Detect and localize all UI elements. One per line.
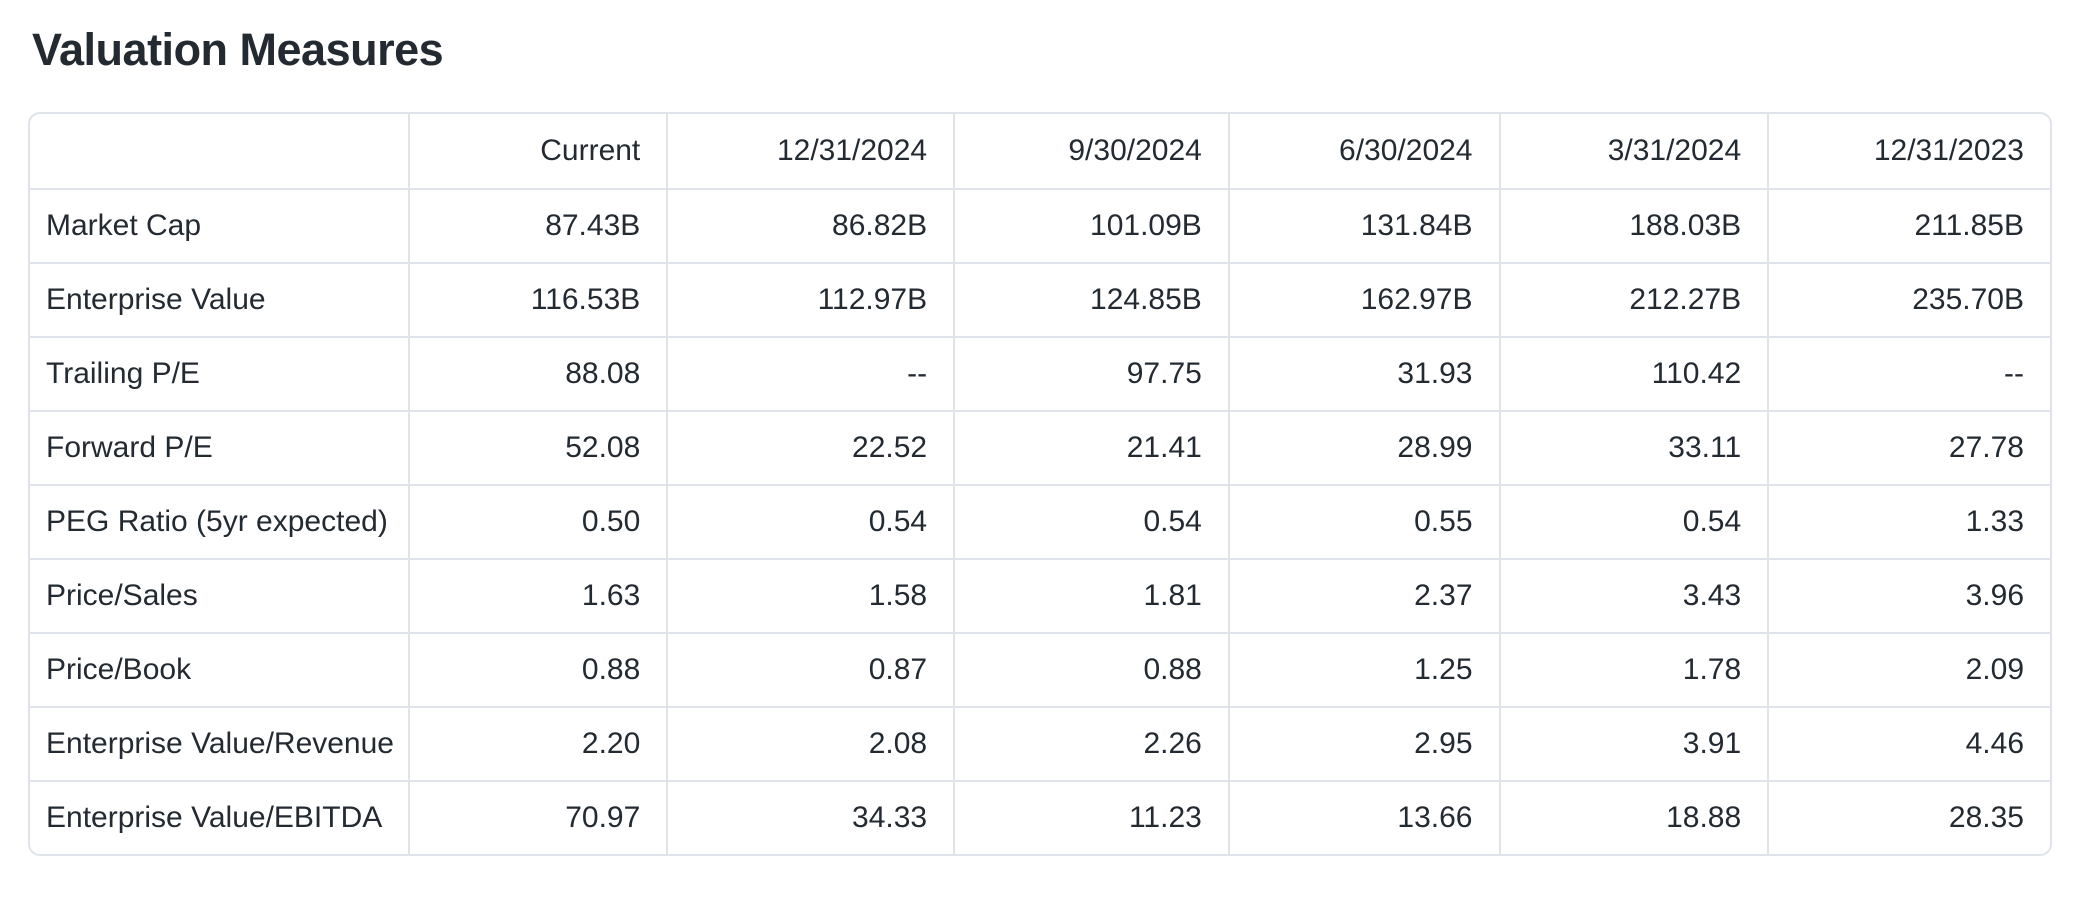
value-cell: 1.33 xyxy=(1767,484,2050,559)
value-cell: 2.08 xyxy=(666,706,954,781)
value-cell: 0.88 xyxy=(407,632,667,707)
row-label: Trailing P/E xyxy=(30,336,408,410)
row-label: PEG Ratio (5yr expected) xyxy=(30,484,408,558)
value-cell: 162.97B xyxy=(1227,262,1499,337)
value-cell: -- xyxy=(666,336,954,411)
header-cell-date: 3/31/2024 xyxy=(1498,114,1768,189)
value-cell: 2.95 xyxy=(1227,706,1499,781)
value-cell: 0.87 xyxy=(666,632,954,707)
value-cell: 112.97B xyxy=(666,262,954,337)
value-cell: 110.42 xyxy=(1498,336,1768,411)
value-cell: 27.78 xyxy=(1767,410,2050,485)
row-label: Price/Book xyxy=(30,632,408,706)
value-cell: 31.93 xyxy=(1227,336,1499,411)
header-cell-date: 9/30/2024 xyxy=(953,114,1228,189)
table-row: Forward P/E 52.08 22.52 21.41 28.99 33.11 27.7… xyxy=(30,410,2050,485)
row-label: Enterprise Value/EBITDA xyxy=(30,780,408,854)
value-cell: 3.43 xyxy=(1498,558,1768,633)
value-cell: 34.33 xyxy=(666,780,954,855)
table-row: Market Cap 87.43B 86.82B 101.09B 131.84B 188.… xyxy=(30,188,2050,263)
header-cell-date: Current xyxy=(407,114,667,189)
value-cell: 87.43B xyxy=(407,188,667,263)
header-cell-empty xyxy=(30,114,408,188)
value-cell: 1.63 xyxy=(407,558,667,633)
table-header: Current 12/31/2024 9/30/2024 6/30/2024 3/31/… xyxy=(30,114,2050,189)
value-cell: 3.96 xyxy=(1767,558,2050,633)
row-label: Forward P/E xyxy=(30,410,408,484)
value-cell: 212.27B xyxy=(1498,262,1768,337)
table-row: PEG Ratio (5yr expected) 0.50 0.54 0.54 0.55… xyxy=(30,484,2050,559)
table-row: Enterprise Value/EBITDA 70.97 34.33 11.23 13… xyxy=(30,780,2050,855)
table-row: Price/Sales 1.63 1.58 1.81 2.37 3.43 3.96 xyxy=(30,558,2050,633)
row-label: Enterprise Value/Revenue xyxy=(30,706,408,780)
value-cell: 70.97 xyxy=(407,780,667,855)
value-cell: 1.25 xyxy=(1227,632,1499,707)
value-cell: 28.35 xyxy=(1767,780,2050,855)
value-cell: 28.99 xyxy=(1227,410,1499,485)
value-cell: 0.88 xyxy=(953,632,1228,707)
value-cell: 88.08 xyxy=(407,336,667,411)
value-cell: 116.53B xyxy=(407,262,667,337)
value-cell: 22.52 xyxy=(666,410,954,485)
header-cell-date: 6/30/2024 xyxy=(1227,114,1499,189)
value-cell: 0.54 xyxy=(666,484,954,559)
value-cell: 86.82B xyxy=(666,188,954,263)
value-cell: 2.26 xyxy=(953,706,1228,781)
value-cell: 0.50 xyxy=(407,484,667,559)
table-body: Market Cap 87.43B 86.82B 101.09B 131.84B 188.… xyxy=(30,188,2050,855)
header-row: Current 12/31/2024 9/30/2024 6/30/2024 3/31/… xyxy=(30,114,2050,189)
header-cell-date: 12/31/2024 xyxy=(666,114,953,189)
value-cell: 0.54 xyxy=(1498,484,1768,559)
value-cell: 211.85B xyxy=(1767,188,2050,263)
value-cell: 52.08 xyxy=(407,410,667,485)
value-cell: 0.55 xyxy=(1227,484,1499,559)
table-row: Trailing P/E 88.08 -- 97.75 31.93 110.42 -- xyxy=(30,336,2050,411)
value-cell: 3.91 xyxy=(1498,706,1768,781)
table-row: Enterprise Value 116.53B 112.97B 124.85B 162… xyxy=(30,262,2050,337)
value-cell: 4.46 xyxy=(1767,706,2050,781)
value-cell: 11.23 xyxy=(953,780,1228,855)
value-cell: 2.20 xyxy=(407,706,667,781)
row-label: Price/Sales xyxy=(30,558,408,632)
value-cell: 235.70B xyxy=(1767,262,2050,337)
value-cell: 21.41 xyxy=(953,410,1228,485)
section-title: Valuation Measures xyxy=(32,24,444,75)
table-row: Enterprise Value/Revenue 2.20 2.08 2.26 2.95… xyxy=(30,706,2050,781)
value-cell: 33.11 xyxy=(1498,410,1768,485)
valuation-section: Valuation Measures Current 12/31/2024 9/30… xyxy=(0,22,2080,857)
value-cell: -- xyxy=(1767,336,2050,411)
value-cell: 0.54 xyxy=(953,484,1228,559)
value-cell: 2.37 xyxy=(1227,558,1499,633)
valuation-table: Current 12/31/2024 9/30/2024 6/30/2024 3/31/… xyxy=(28,112,2052,857)
table-row: Price/Book 0.88 0.87 0.88 1.25 1.78 2.09 xyxy=(30,632,2050,707)
value-cell: 101.09B xyxy=(953,188,1228,263)
value-cell: 188.03B xyxy=(1498,188,1768,263)
value-cell: 1.81 xyxy=(953,558,1228,633)
value-cell: 1.58 xyxy=(666,558,954,633)
value-cell: 124.85B xyxy=(953,262,1228,337)
row-label: Market Cap xyxy=(30,188,408,262)
value-cell: 1.78 xyxy=(1498,632,1768,707)
value-cell: 97.75 xyxy=(953,336,1228,411)
value-cell: 2.09 xyxy=(1767,632,2050,707)
value-cell: 18.88 xyxy=(1498,780,1768,855)
value-cell: 13.66 xyxy=(1227,780,1499,855)
value-cell: 131.84B xyxy=(1227,188,1499,263)
row-label: Enterprise Value xyxy=(30,262,408,336)
header-cell-date: 12/31/2023 xyxy=(1767,114,2050,189)
